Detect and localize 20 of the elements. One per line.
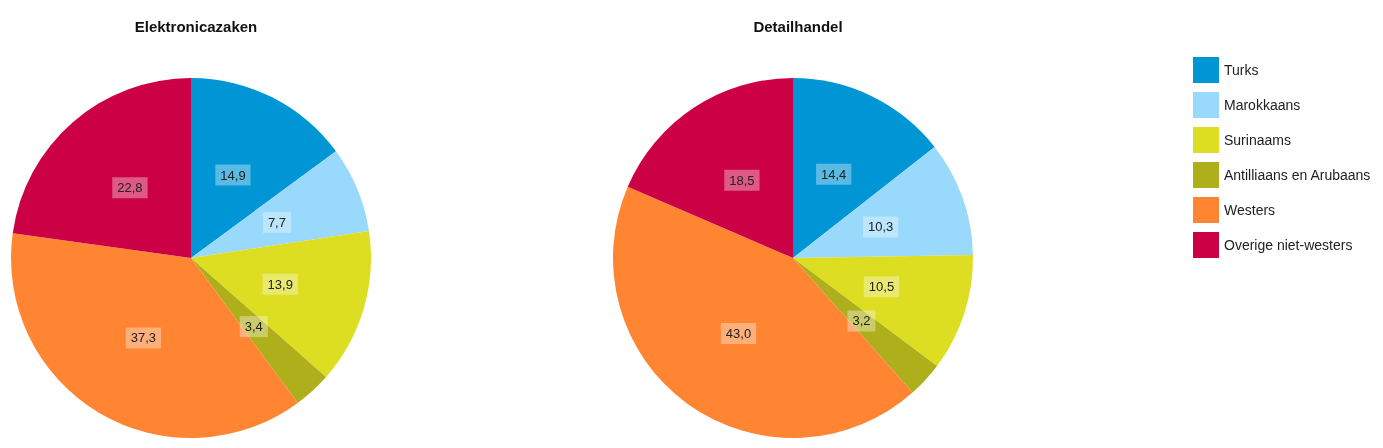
data-label: 3,4	[244, 319, 263, 335]
legend-label: Turks	[1224, 62, 1259, 78]
slice-label: Elektronicazaken	[134, 18, 258, 35]
data-label: 43,0	[725, 325, 752, 341]
data-label: 18,5	[729, 172, 755, 188]
slice-label: Detailhandel	[753, 18, 843, 35]
data-label: 13,9	[267, 276, 293, 292]
data-label: 3,2	[852, 313, 871, 329]
data-label: 14,9	[220, 167, 246, 183]
data-label: 22,8	[117, 180, 143, 196]
legend-label: Surinaams	[1224, 132, 1291, 148]
legend-label: Marokkaans	[1224, 97, 1301, 113]
legend-label: Antilliaans en Arubaans	[1224, 167, 1371, 183]
data-label: 14,4	[821, 166, 847, 182]
data-label: 10,5	[868, 279, 895, 295]
data-label: 10,3	[867, 219, 894, 235]
data-label: 37,3	[130, 330, 157, 346]
legend-label: Westers	[1224, 202, 1276, 218]
legend-label: Overige niet-westers	[1224, 237, 1353, 253]
data-label: 7,7	[267, 214, 286, 230]
